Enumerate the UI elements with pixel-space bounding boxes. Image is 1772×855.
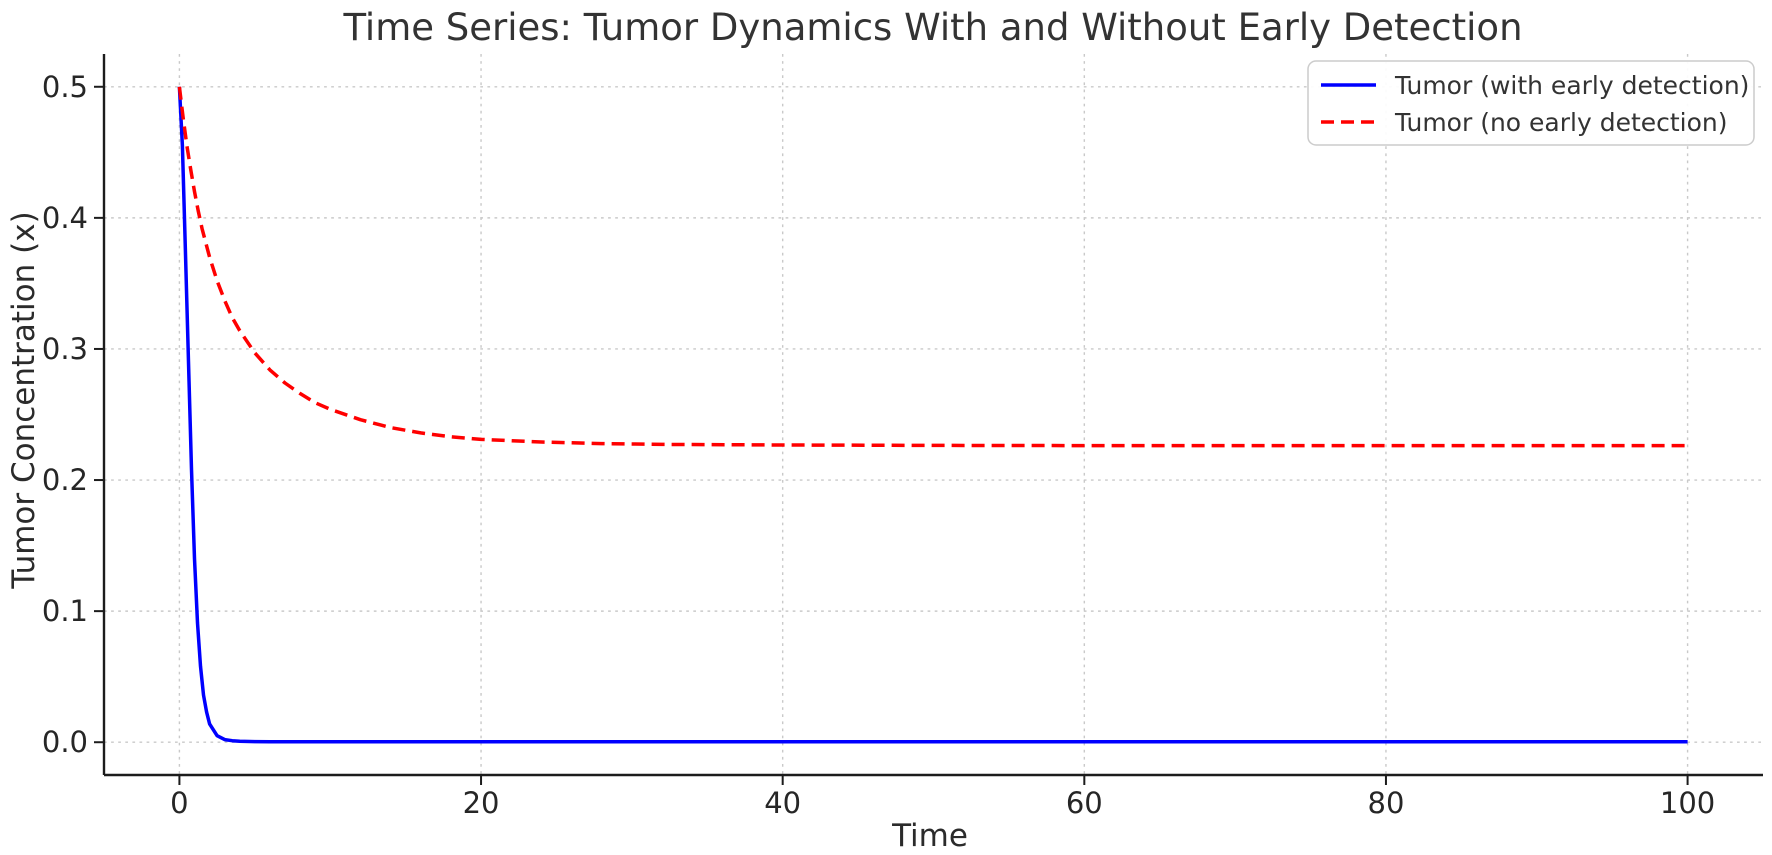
x-tick-label: 60 <box>1066 786 1103 820</box>
grid-layer <box>104 54 1763 775</box>
y-tick-label: 0.2 <box>42 463 88 497</box>
x-tick-label: 20 <box>463 786 500 820</box>
x-axis-label: Time <box>891 818 968 854</box>
y-tick-label: 0.0 <box>42 725 88 759</box>
y-tick-label: 0.3 <box>42 332 88 366</box>
y-tick-label: 0.5 <box>42 70 88 104</box>
x-tick-label: 0 <box>170 786 188 820</box>
legend-label-no-early-detection: Tumor (no early detection) <box>1394 108 1728 137</box>
series-layer <box>177 86 1688 744</box>
chart-title: Time Series: Tumor Dynamics With and Wit… <box>342 6 1522 49</box>
legend-box <box>1307 60 1755 146</box>
legend: Tumor (with early detection) Tumor (no e… <box>1307 60 1755 146</box>
series-line-tumor-with-early-detection <box>177 86 1688 744</box>
x-tick-label: 100 <box>1660 786 1715 820</box>
axes-layer <box>94 54 1763 785</box>
y-axis-label: Tumor Concentration (x) <box>6 211 42 589</box>
y-tick-label: 0.4 <box>42 201 88 235</box>
y-tick-label: 0.1 <box>42 594 88 628</box>
tick-label-layer: 0 20 40 60 80 100 0.0 0.1 0.2 0.3 0.4 0.5 <box>42 70 1715 820</box>
series-line-tumor-no-early-detection <box>177 86 1688 448</box>
x-tick-label: 80 <box>1368 786 1405 820</box>
x-tick-label: 40 <box>764 786 801 820</box>
legend-label-with-early-detection: Tumor (with early detection) <box>1394 71 1749 100</box>
